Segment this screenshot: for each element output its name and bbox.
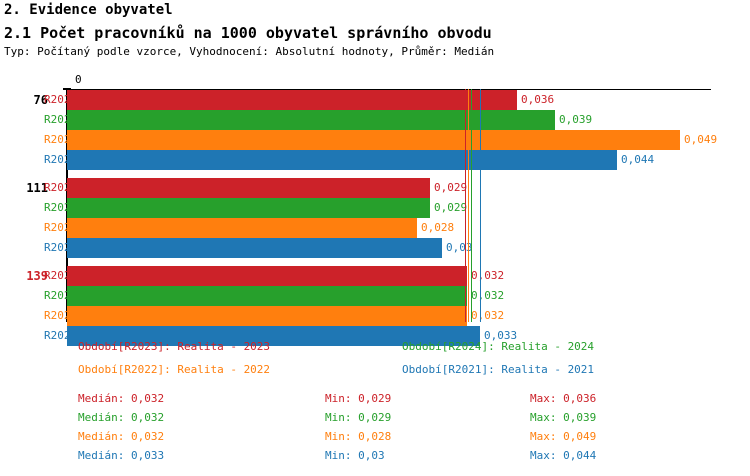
bar-value-label: 0,036 (521, 93, 555, 106)
bar-value-label: 0,029 (434, 201, 468, 214)
bar-row[interactable]: R2022 0,032 (0, 306, 750, 326)
group-label: 76 (33, 93, 48, 107)
bar-value-label: 0,044 (621, 153, 655, 166)
legend-item-4[interactable]: Období[R2021]: Realita - 2021 (402, 363, 595, 376)
stat-median-R2024: Medián: 0,032 (78, 411, 165, 424)
bar-row[interactable]: R2021 0,033 (0, 326, 750, 346)
bar-R2021[interactable] (67, 326, 480, 346)
bar-row[interactable]: R2023 0,029 (0, 178, 750, 198)
bar-row[interactable]: R2022 0,028 (0, 218, 750, 238)
stat-min-R2022: Min: 0,028 (325, 430, 392, 443)
reference-line-median-R2024 (471, 89, 472, 322)
bar-R2022[interactable] (67, 306, 467, 326)
bar-R2024[interactable] (67, 110, 555, 130)
bar-row[interactable]: R2024 0,032 (0, 286, 750, 306)
bar-row[interactable]: R2023 0,036 (0, 90, 750, 110)
bar-R2023[interactable] (67, 266, 467, 286)
axis-tick-label-zero: 0 (75, 73, 82, 86)
bar-value-label: 0,033 (484, 329, 518, 342)
bar-R2024[interactable] (67, 198, 430, 218)
stat-median-R2022: Medián: 0,032 (78, 430, 165, 443)
bar-row[interactable]: R2023 0,032 (0, 266, 750, 286)
bar-value-label: 0,028 (421, 221, 455, 234)
reference-line-median-R2023 (465, 89, 466, 322)
bar-R2022[interactable] (67, 130, 680, 150)
bar-value-label: 0,032 (471, 289, 505, 302)
stat-max-R2021: Max: 0,044 (530, 449, 597, 462)
bar-row[interactable]: R2024 0,039 (0, 110, 750, 130)
page-title: 2. Evidence obyvatel (4, 2, 173, 18)
axis-horizontal-line (67, 89, 711, 90)
bar-row[interactable]: R2024 0,029 (0, 198, 750, 218)
bar-R2023[interactable] (67, 90, 517, 110)
stat-median-R2021: Medián: 0,033 (78, 449, 165, 462)
bar-R2021[interactable] (67, 150, 617, 170)
chart-title: 2.1 Počet pracovníků na 1000 obyvatel sp… (4, 24, 492, 42)
stat-min-R2023: Min: 0,029 (325, 392, 392, 405)
bar-row[interactable]: R2022 0,049 (0, 130, 750, 150)
stat-median-R2023: Medián: 0,032 (78, 392, 165, 405)
stat-max-R2022: Max: 0,049 (530, 430, 597, 443)
group-label: 111 (26, 181, 48, 195)
legend-item-2[interactable]: Období[R2024]: Realita - 2024 (402, 340, 595, 353)
stat-max-R2024: Max: 0,039 (530, 411, 597, 424)
bar-R2022[interactable] (67, 218, 417, 238)
chart-subtitle: Typ: Počítaný podle vzorce, Vyhodnocení:… (4, 45, 495, 58)
bar-value-label: 0,032 (471, 309, 505, 322)
bar-R2021[interactable] (67, 238, 442, 258)
bar-row[interactable]: R2021 0,03 (0, 238, 750, 258)
bar-value-label: 0,039 (559, 113, 593, 126)
bar-row[interactable]: R2021 0,044 (0, 150, 750, 170)
bar-R2023[interactable] (67, 178, 430, 198)
stat-max-R2023: Max: 0,036 (530, 392, 597, 405)
group-label: 139 (26, 269, 48, 283)
bar-value-label: 0,029 (434, 181, 468, 194)
bar-value-label: 0,032 (471, 269, 505, 282)
legend-item-3[interactable]: Období[R2022]: Realita - 2022 (78, 363, 271, 376)
bar-value-label: 0,049 (684, 133, 718, 146)
reference-line-median-R2022 (468, 89, 469, 322)
reference-line-median-R2021 (480, 89, 481, 322)
bar-R2024[interactable] (67, 286, 467, 306)
legend-item-1[interactable]: Období[R2023]: Realita - 2023 (78, 340, 271, 353)
stat-min-R2021: Min: 0,03 (325, 449, 385, 462)
stat-min-R2024: Min: 0,029 (325, 411, 392, 424)
